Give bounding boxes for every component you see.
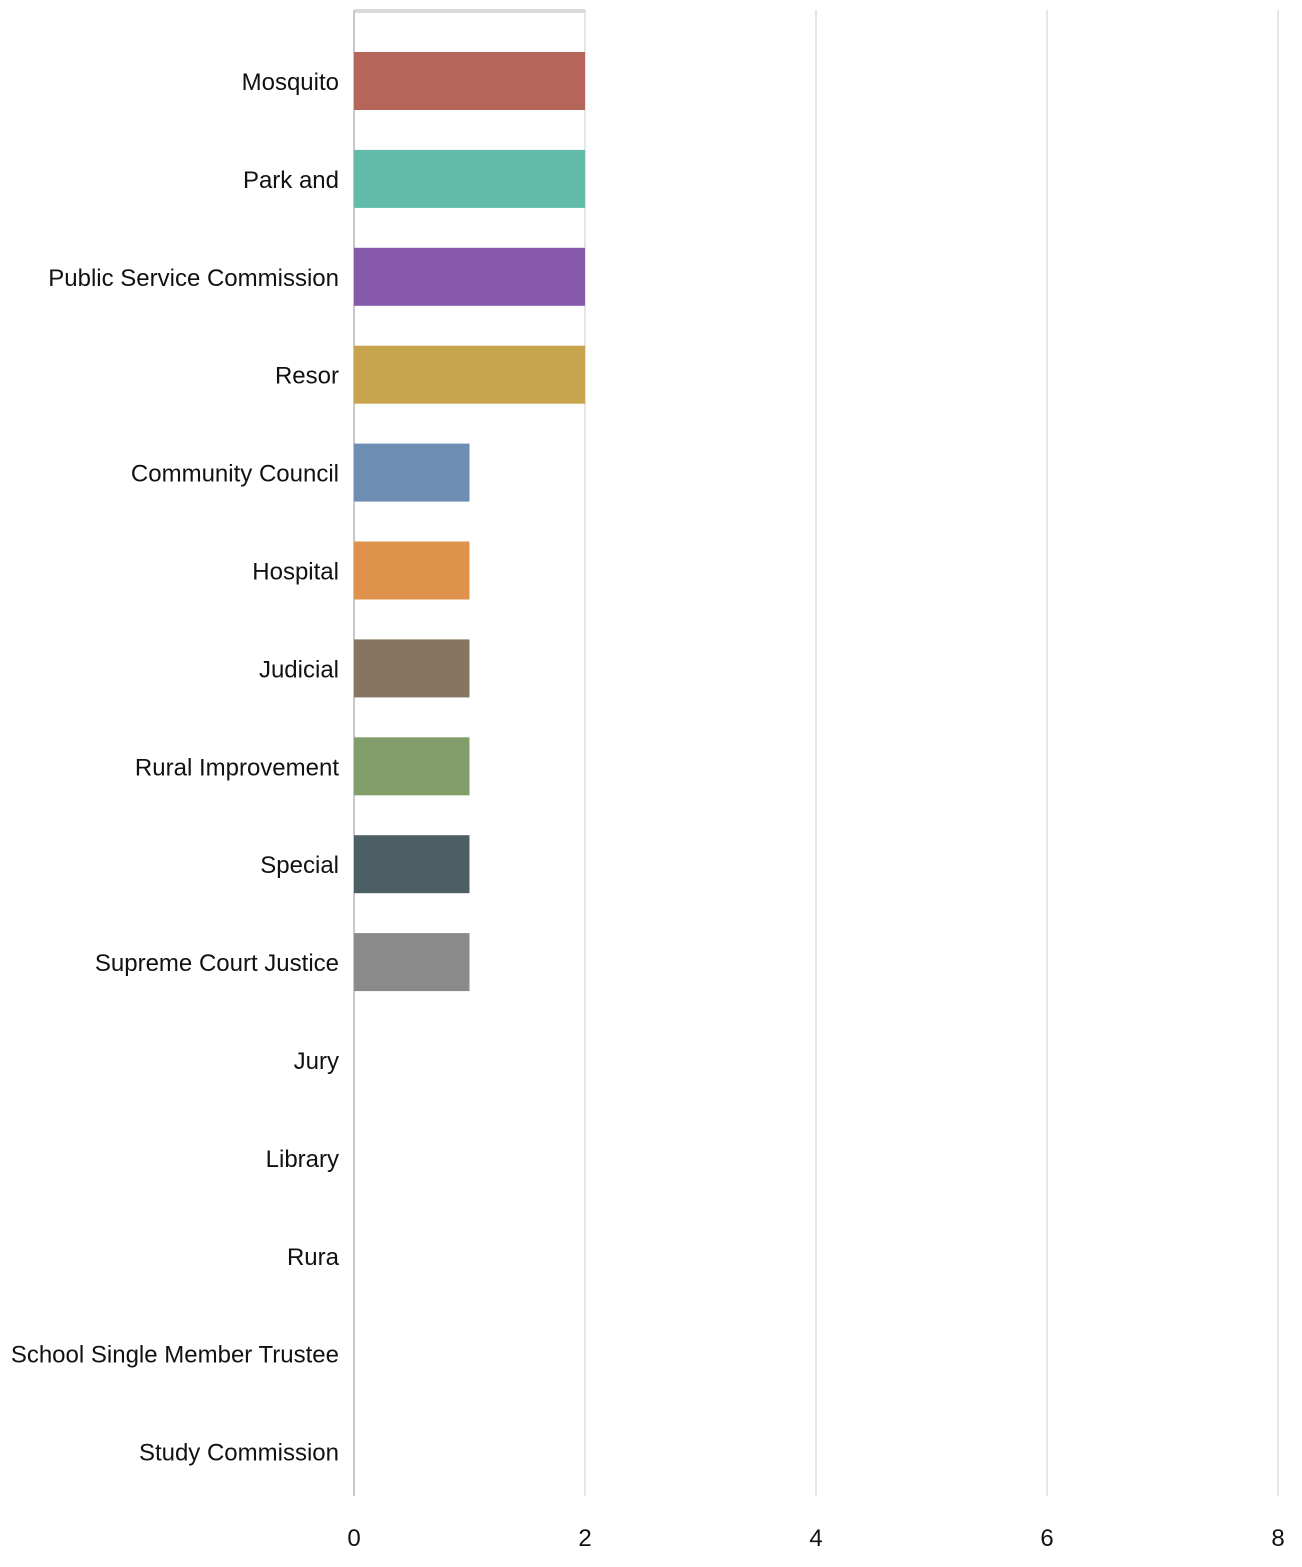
- category-label-public-service-commission: Public Service Commission: [48, 265, 339, 292]
- category-label-judicial: Judicial: [259, 656, 339, 683]
- bar-park-and: [354, 149, 585, 208]
- category-label-hospital: Hospital: [252, 559, 339, 586]
- bar-special: [354, 835, 470, 894]
- category-label-resor: Resor: [275, 363, 339, 390]
- bar-mosquito: [354, 52, 585, 110]
- category-label-rural-improvement: Rural Improvement: [135, 754, 339, 781]
- bar-rural-improvement: [354, 737, 470, 796]
- category-label-park-and: Park and: [243, 167, 339, 194]
- bar-supreme-court-justice: [354, 933, 470, 992]
- gridlines: [354, 9, 1279, 1496]
- x-tick-label-4: 4: [809, 1525, 822, 1552]
- bar-hospital: [354, 541, 470, 600]
- x-tick-label-0: 0: [347, 1525, 360, 1552]
- bar-public-service-commission: [354, 247, 585, 306]
- bar-resor: [354, 345, 585, 404]
- category-label-library: Library: [266, 1146, 339, 1173]
- category-label-special: Special: [260, 852, 339, 879]
- x-tick-label-8: 8: [1271, 1525, 1284, 1552]
- category-label-jury: Jury: [294, 1048, 339, 1075]
- category-label-mosquito: Mosquito: [242, 69, 339, 96]
- bar-community-council: [354, 443, 470, 502]
- x-tick-labels: 0 2 4 6 8: [347, 1525, 1284, 1552]
- category-label-supreme-court-justice: Supreme Court Justice: [95, 950, 339, 977]
- bar-judicial: [354, 639, 470, 698]
- category-label-community-council: Community Council: [131, 461, 339, 488]
- x-tick-label-2: 2: [578, 1525, 591, 1552]
- category-label-rura: Rura: [287, 1244, 340, 1271]
- category-label-school-single-member-trustee: School Single Member Trustee: [11, 1342, 339, 1369]
- bars: [354, 52, 585, 992]
- category-label-study-commission: Study Commission: [139, 1440, 339, 1467]
- category-labels: Mosquito Park and Public Service Commissio…: [11, 69, 340, 1467]
- x-tick-label-6: 6: [1040, 1525, 1053, 1552]
